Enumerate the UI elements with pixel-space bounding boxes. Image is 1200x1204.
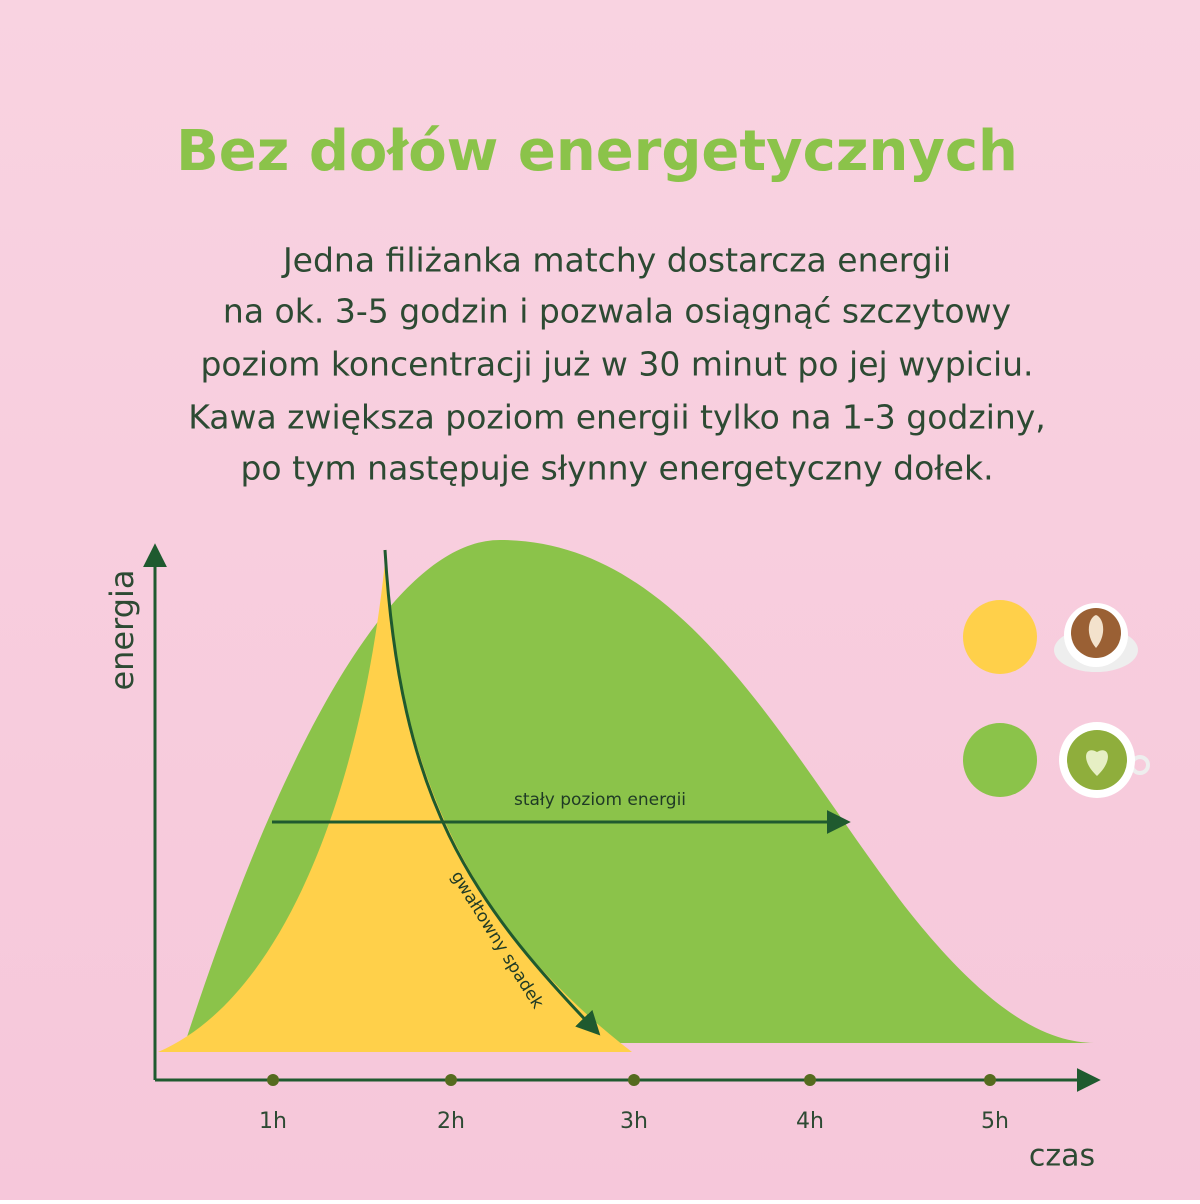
description-line: po tym następuje słynny energetyczny doł… xyxy=(240,449,993,488)
matcha-legend xyxy=(963,723,1037,797)
tick-dot xyxy=(984,1074,996,1086)
coffee-curve xyxy=(158,562,632,1052)
tick-dot xyxy=(445,1074,457,1086)
description-line: na ok. 3-5 godzin i pozwala osiągnąć szc… xyxy=(223,292,1011,331)
x-tick-label: 2h xyxy=(437,1109,465,1134)
x-tick-label: 3h xyxy=(620,1109,648,1134)
coffee-legend xyxy=(963,600,1037,674)
description-line: Jedna filiżanka matchy dostarcza energii xyxy=(281,241,951,280)
tick-dot xyxy=(267,1074,279,1086)
matcha-icon xyxy=(1059,722,1150,798)
tick-dot xyxy=(628,1074,640,1086)
coffee-icon xyxy=(1054,603,1138,672)
x-tick-label: 1h xyxy=(259,1109,287,1134)
description: Jedna filiżanka matchy dostarcza energii… xyxy=(188,241,1046,488)
tick-dot xyxy=(804,1074,816,1086)
drop-arrow xyxy=(383,549,601,1036)
x-tick-label: 4h xyxy=(796,1109,824,1134)
description-line: Kawa zwiększa poziom energii tylko na 1-… xyxy=(188,398,1046,437)
x-axis-label: czas xyxy=(1029,1139,1095,1174)
title: Bez dołów energetycznych xyxy=(176,119,1018,184)
y-axis-label: energia xyxy=(103,569,141,690)
x-tick-label: 5h xyxy=(981,1109,1009,1134)
tick-dots xyxy=(267,1074,996,1086)
description-line: poziom koncentracji już w 30 minut po je… xyxy=(200,345,1033,384)
steady-label: stały poziom energii xyxy=(514,790,686,810)
